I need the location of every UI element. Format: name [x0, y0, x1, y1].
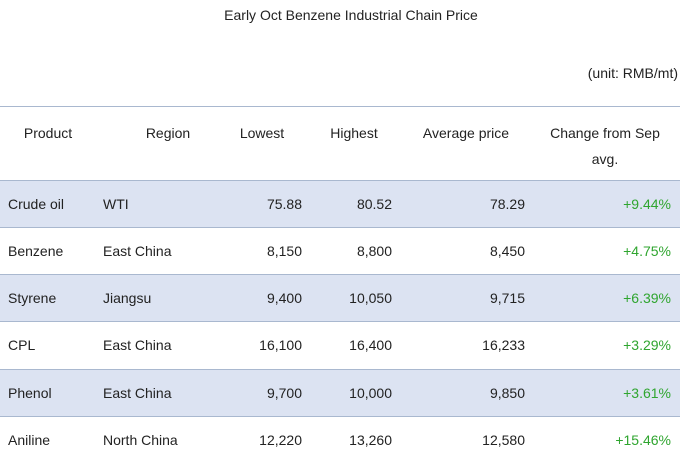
table-cell: 12,220: [259, 432, 302, 448]
table-cell: Jiangsu: [103, 290, 152, 306]
table-cell: East China: [103, 243, 172, 259]
table-cell: 9,850: [489, 385, 525, 401]
title: Early Oct Benzene Industrial Chain Price: [224, 7, 478, 23]
table-cell: 10,000: [349, 385, 392, 401]
table-cell: Styrene: [8, 290, 57, 306]
table-cell: +3.61%: [623, 385, 671, 401]
column-header: Highest: [330, 125, 378, 141]
table-cell: 16,233: [482, 337, 525, 353]
table-cell: 12,580: [482, 432, 525, 448]
column-header: Change from Sep avg.: [550, 125, 660, 167]
table-cell: 10,050: [349, 290, 392, 306]
table-row: Aniline North China 12,220 13,260 12,580 +15.…: [0, 416, 680, 463]
table-cell: 16,400: [349, 337, 392, 353]
table-cell: Aniline: [8, 432, 51, 448]
table-row: Phenol East China 9,700 10,000 9,850 +3.61%: [0, 369, 680, 416]
table-cell: +3.29%: [623, 337, 671, 353]
table-cell: 13,260: [349, 432, 392, 448]
table-cell: Crude oil: [8, 196, 65, 212]
table-cell: 80.52: [356, 196, 392, 212]
column-header: Region: [145, 125, 191, 141]
table-cell: +6.39%: [623, 290, 671, 306]
table-cell: 75.88: [266, 196, 302, 212]
table-row: Benzene East China 8,150 8,800 8,450 +4.75%: [0, 227, 680, 274]
column-header: Product: [23, 125, 73, 141]
table-row: Styrene Jiangsu 9,400 10,050 9,715 +6.39%: [0, 274, 680, 321]
table-row: Crude oil WTI 75.88 80.52 78.29 +9.44%: [0, 180, 680, 227]
table-cell: WTI: [103, 196, 129, 212]
table-cell: 9,715: [489, 290, 525, 306]
table-row: CPL East China 16,100 16,400 16,233 +3.29%: [0, 321, 680, 368]
table-cell: Benzene: [8, 243, 64, 259]
table-cell: North China: [103, 432, 178, 448]
table-cell: East China: [103, 385, 172, 401]
column-header: Average price: [422, 125, 510, 141]
table-cell: Phenol: [8, 385, 52, 401]
table-cell: CPL: [8, 337, 36, 353]
table-cell: East China: [103, 337, 172, 353]
table-cell: 78.29: [489, 196, 525, 212]
table-cell: 16,100: [259, 337, 302, 353]
table-cell: 8,450: [489, 243, 525, 259]
table-cell: +15.46%: [615, 432, 671, 448]
table-cell: 9,400: [266, 290, 302, 306]
table-cell: 8,800: [356, 243, 392, 259]
table-cell: +9.44%: [623, 196, 671, 212]
table-cell: 8,150: [266, 243, 302, 259]
table-cell: +4.75%: [623, 243, 671, 259]
column-header: Lowest: [239, 125, 285, 141]
table-cell: 9,700: [266, 385, 302, 401]
table-header: [0, 106, 680, 181]
unit-note: (unit: RMB/mt): [587, 65, 678, 81]
